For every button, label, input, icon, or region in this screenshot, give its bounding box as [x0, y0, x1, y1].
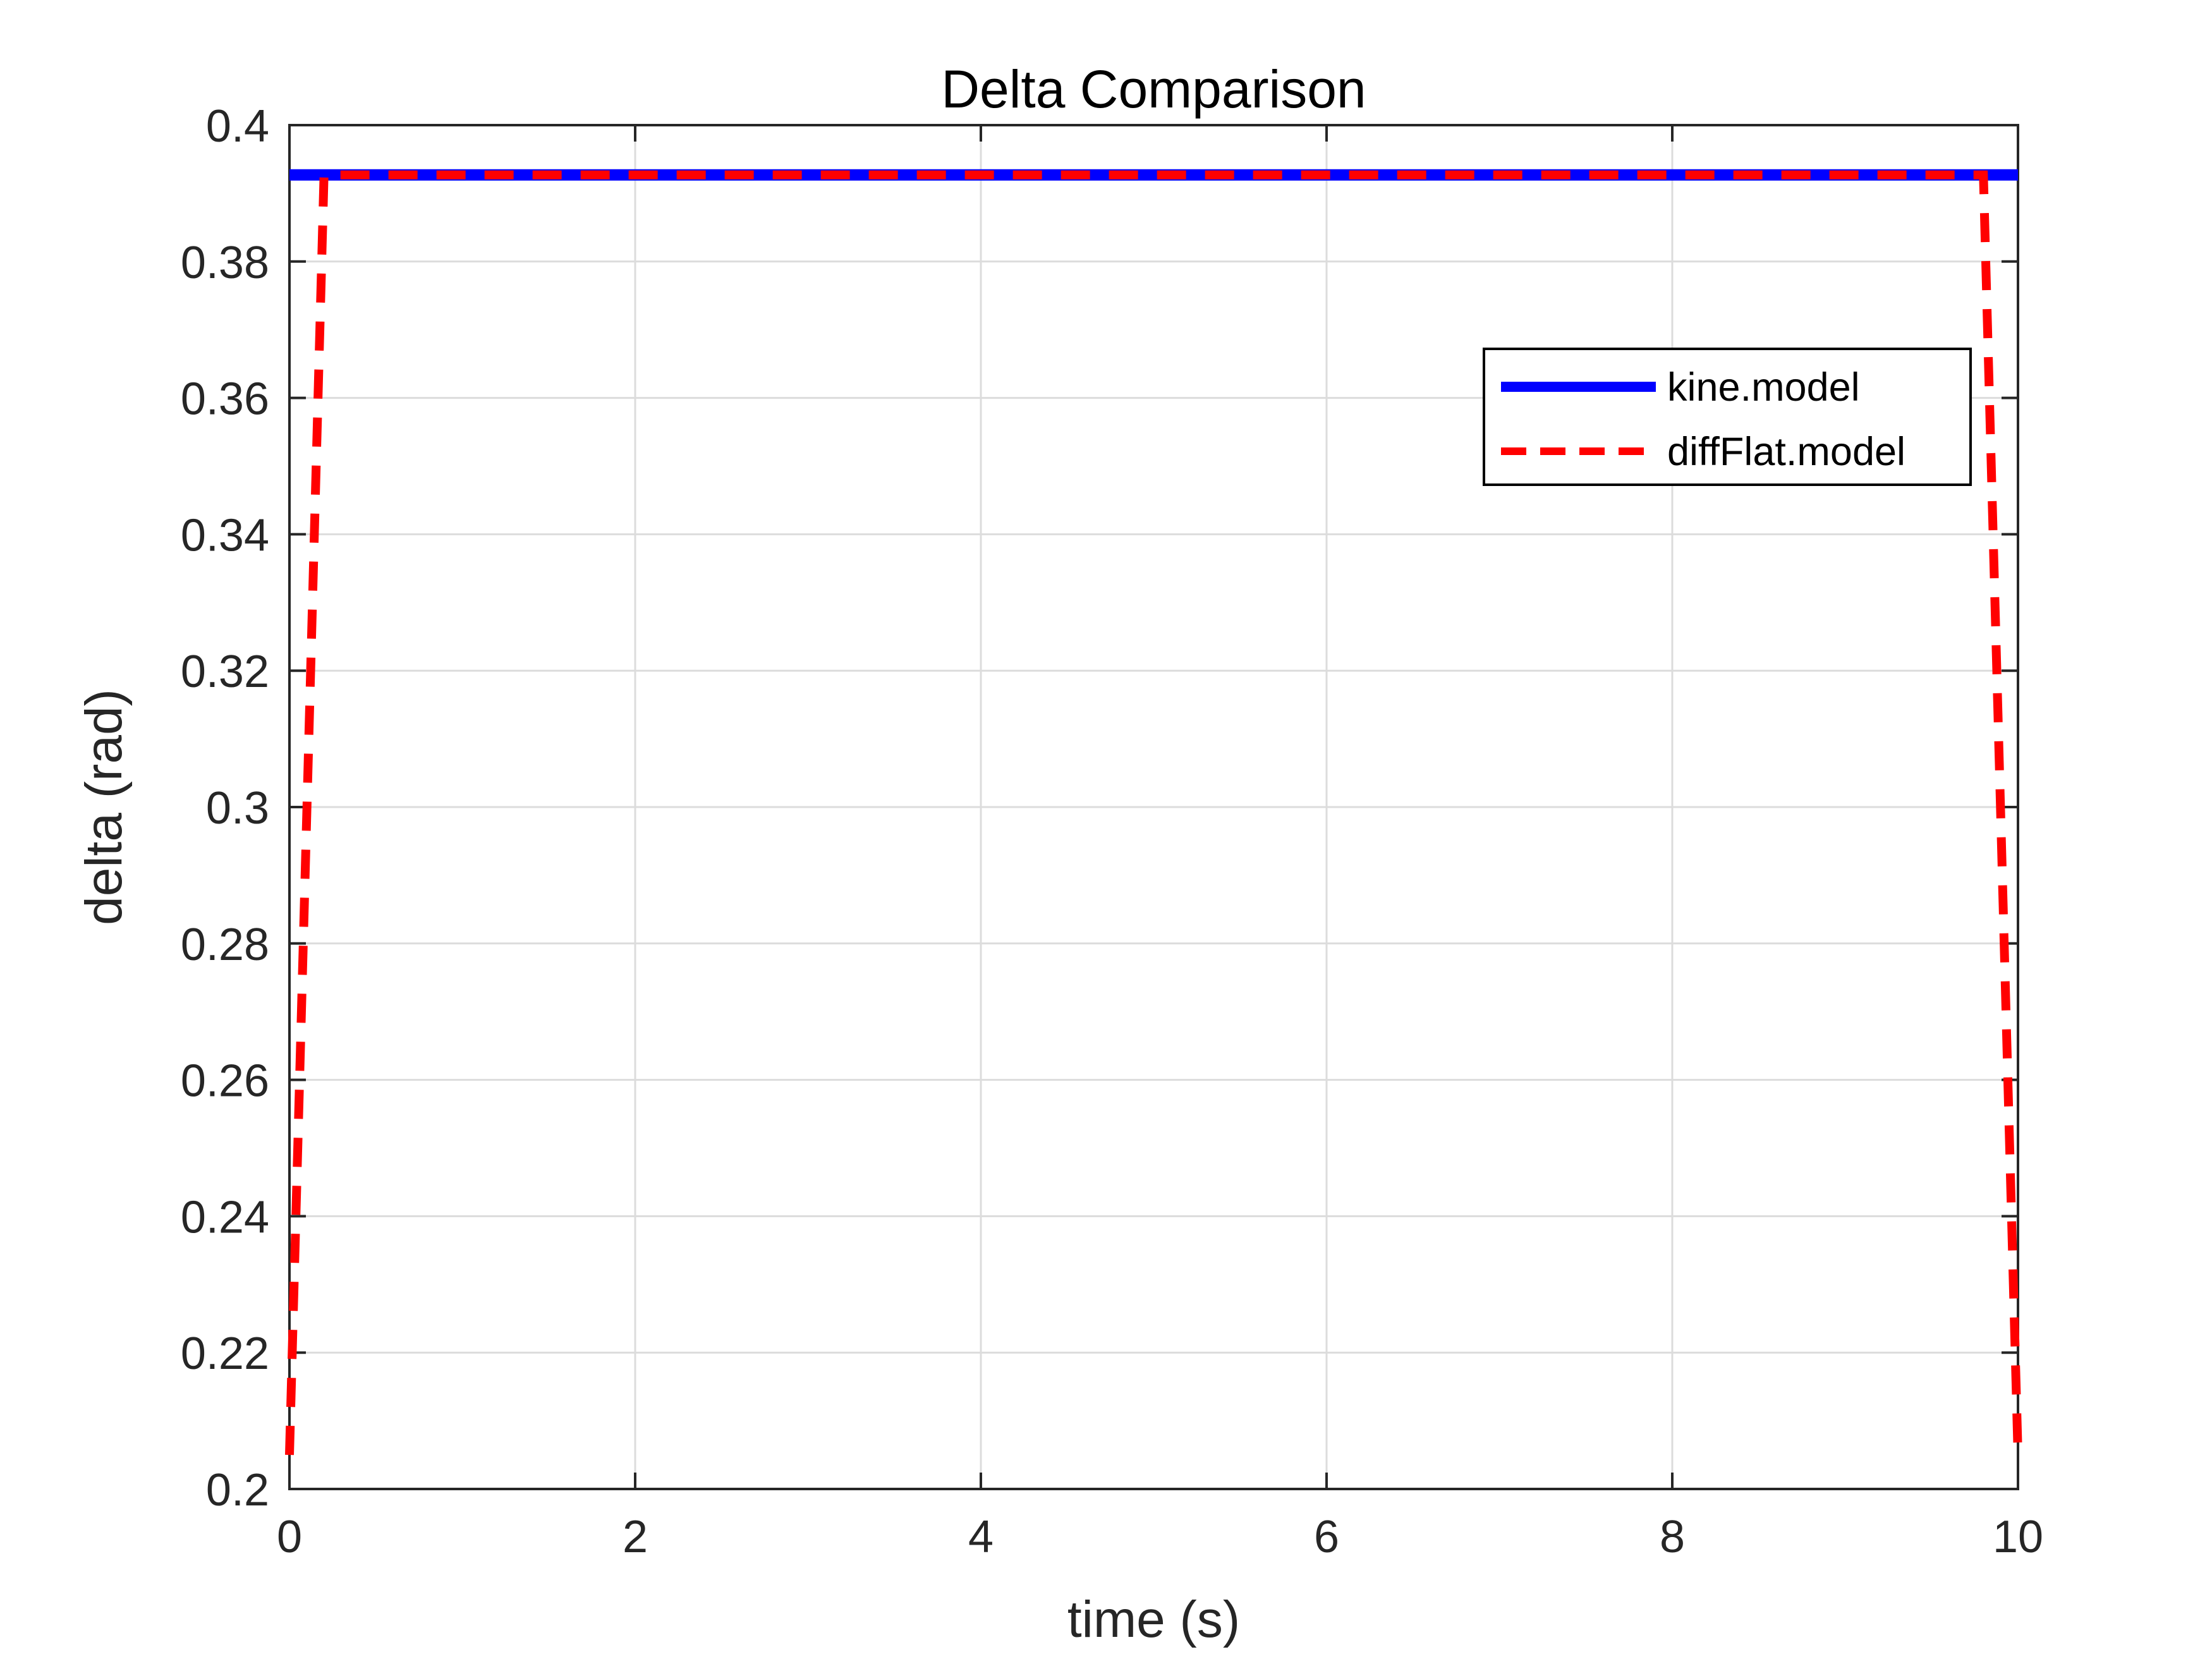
legend-label: kine.model [1667, 365, 1860, 410]
x-tick-label: 6 [1314, 1512, 1339, 1562]
x-tick-label: 4 [968, 1512, 994, 1562]
y-tick-label: 0.36 [181, 374, 269, 425]
y-tick-label: 0.22 [181, 1328, 269, 1379]
series-line-diffflat-model [285, 170, 2022, 1455]
y-tick-label: 0.34 [181, 510, 269, 561]
x-axis-title: time (s) [1067, 1591, 1240, 1648]
x-tick-label: 0 [277, 1512, 302, 1562]
y-axis-title: delta (rad) [75, 689, 133, 925]
chart-title: Delta Comparison [941, 59, 1366, 119]
x-tick-label: 2 [623, 1512, 648, 1562]
x-tick-label: 8 [1660, 1512, 1685, 1562]
y-tick-label: 0.2 [206, 1465, 269, 1516]
x-tick-label: 10 [1993, 1512, 2043, 1562]
y-tick-label: 0.24 [181, 1192, 269, 1243]
y-tick-label: 0.3 [206, 783, 269, 834]
y-tick-label: 0.38 [181, 238, 269, 288]
legend-box [1483, 348, 1972, 486]
y-tick-label: 0.26 [181, 1056, 269, 1107]
legend-label: diffFlat.model [1667, 430, 1905, 474]
y-tick-label: 0.28 [181, 920, 269, 970]
series-lines [285, 169, 2022, 1455]
axis-ticks: 0 2 4 6 8 10 0.2 0.22 0.24 0.26 0.28 0.3 0.32 0.34 0.3… [181, 101, 2043, 1562]
legend: kine.model diffFlat.model [1483, 348, 1972, 486]
y-tick-label: 0.32 [181, 647, 269, 697]
y-tick-label: 0.4 [206, 101, 269, 152]
